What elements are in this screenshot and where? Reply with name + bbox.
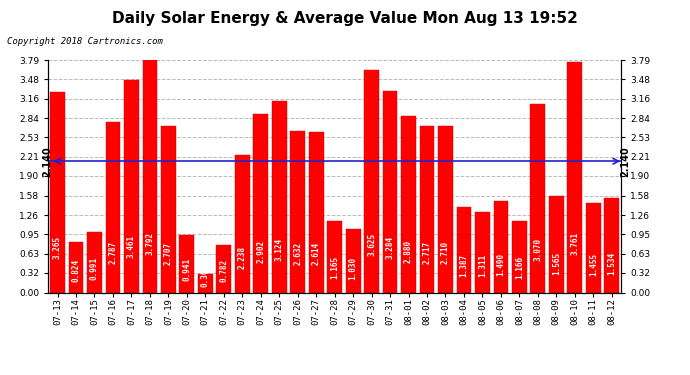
Bar — [493, 201, 509, 292]
Text: 3.625: 3.625 — [367, 233, 376, 256]
Bar — [512, 221, 526, 292]
Text: 2.140: 2.140 — [620, 146, 630, 177]
Text: 0.300: 0.300 — [201, 264, 210, 286]
Text: 2.787: 2.787 — [108, 241, 117, 264]
Text: 1.165: 1.165 — [330, 256, 339, 279]
Text: 2.707: 2.707 — [164, 242, 173, 264]
Text: 3.792: 3.792 — [146, 231, 155, 255]
Text: 2.902: 2.902 — [256, 240, 265, 263]
Text: 3.461: 3.461 — [127, 234, 136, 258]
Bar — [549, 196, 564, 292]
Text: 3.070: 3.070 — [533, 238, 542, 261]
Bar — [604, 198, 619, 292]
Text: 2.632: 2.632 — [293, 242, 302, 265]
Text: 1.387: 1.387 — [460, 254, 469, 277]
Text: 1.490: 1.490 — [496, 253, 505, 276]
Bar — [420, 126, 435, 292]
Bar — [438, 126, 453, 292]
Bar — [457, 207, 471, 292]
Bar — [124, 80, 139, 292]
Text: 0.991: 0.991 — [90, 257, 99, 280]
Bar — [253, 114, 268, 292]
Bar — [346, 230, 360, 292]
Text: Daily Solar Energy & Average Value Mon Aug 13 19:52: Daily Solar Energy & Average Value Mon A… — [112, 11, 578, 26]
Text: 0.824: 0.824 — [72, 259, 81, 282]
Text: 1.166: 1.166 — [515, 256, 524, 279]
Text: 1.565: 1.565 — [552, 252, 561, 275]
Bar — [383, 91, 397, 292]
Text: 1.030: 1.030 — [348, 257, 357, 280]
Text: 1.455: 1.455 — [589, 253, 598, 276]
Bar — [106, 122, 120, 292]
Text: 2.140: 2.140 — [42, 146, 52, 177]
Bar — [198, 274, 213, 292]
Bar — [586, 203, 601, 292]
Text: 3.761: 3.761 — [571, 232, 580, 255]
Text: 2.710: 2.710 — [441, 242, 450, 264]
Bar — [161, 126, 176, 292]
Bar — [531, 104, 545, 292]
Text: 3.124: 3.124 — [275, 237, 284, 261]
Text: 2.614: 2.614 — [312, 242, 321, 266]
Text: 1.311: 1.311 — [478, 254, 487, 278]
Text: 3.284: 3.284 — [386, 236, 395, 259]
Bar — [50, 92, 65, 292]
Bar — [272, 101, 286, 292]
Bar — [87, 232, 102, 292]
Bar — [290, 131, 305, 292]
Text: 0.782: 0.782 — [219, 259, 228, 282]
Bar — [327, 221, 342, 292]
Bar — [217, 244, 231, 292]
Text: Copyright 2018 Cartronics.com: Copyright 2018 Cartronics.com — [7, 38, 163, 46]
Bar — [235, 155, 250, 292]
Bar — [475, 212, 490, 292]
Text: 0.941: 0.941 — [182, 258, 191, 281]
Bar — [68, 242, 83, 292]
Bar — [567, 62, 582, 292]
Text: 2.880: 2.880 — [404, 240, 413, 263]
Bar — [364, 70, 379, 292]
Bar — [309, 132, 324, 292]
Text: 3.265: 3.265 — [53, 236, 62, 260]
Text: 2.717: 2.717 — [422, 241, 431, 264]
Text: 2.238: 2.238 — [238, 246, 247, 269]
Text: 1.534: 1.534 — [607, 252, 616, 275]
Bar — [179, 235, 195, 292]
Bar — [143, 60, 157, 292]
Bar — [401, 116, 416, 292]
